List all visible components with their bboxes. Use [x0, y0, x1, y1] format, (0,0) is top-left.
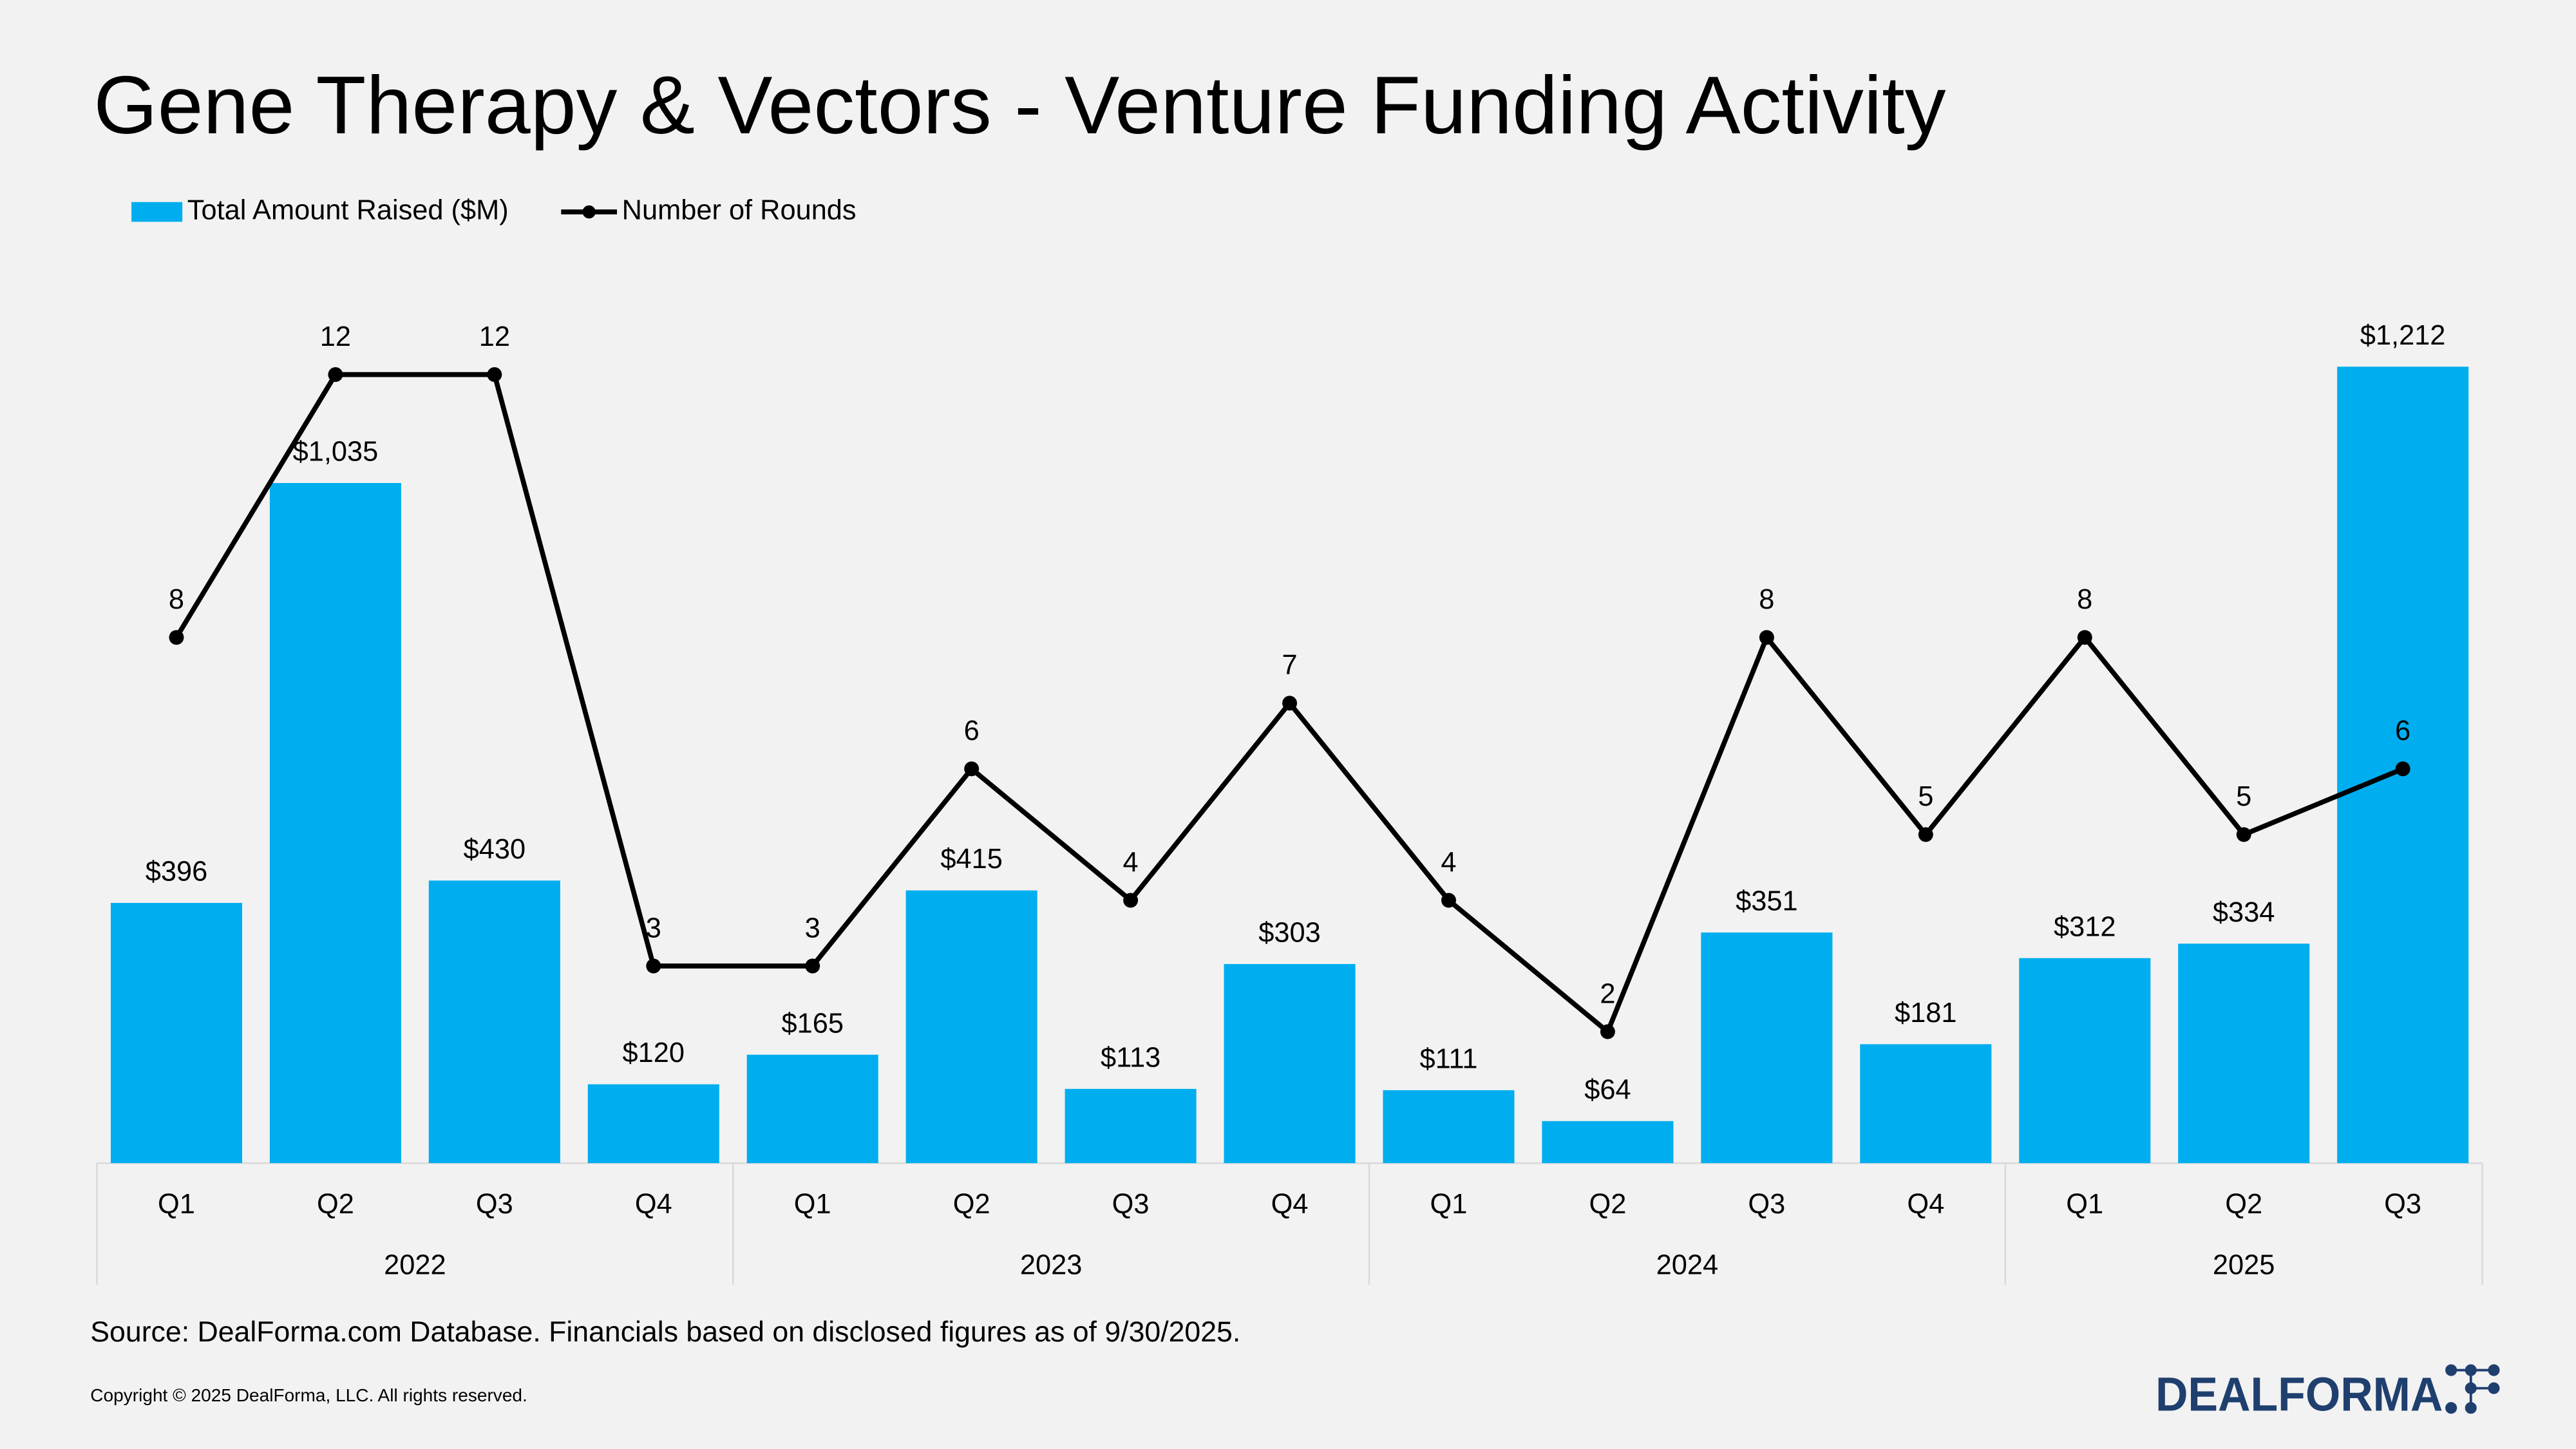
bar — [1224, 963, 1356, 1164]
line-point — [1600, 1024, 1615, 1039]
bar-value-label: $351 — [1736, 886, 1797, 916]
line-point — [1282, 696, 1298, 711]
bar — [1701, 932, 1833, 1164]
bar — [1542, 1121, 1674, 1164]
line-value-label: 8 — [1759, 584, 1774, 615]
line-value-label: 4 — [1123, 847, 1139, 878]
bar-value-label: $181 — [1895, 998, 1956, 1028]
line-point — [2395, 761, 2410, 777]
x-tick-label: Q1 — [2066, 1189, 2103, 1220]
line-value-label: 12 — [320, 321, 351, 352]
line-value-label: 2 — [1600, 978, 1615, 1009]
line-value-label: 3 — [805, 913, 820, 943]
x-tick-label: Q4 — [1271, 1189, 1309, 1220]
x-group-label: 2024 — [1656, 1249, 1718, 1280]
line-value-label: 5 — [1918, 781, 1933, 812]
x-tick-label: Q3 — [476, 1189, 513, 1220]
bar-value-label: $165 — [782, 1008, 844, 1039]
x-group-label: 2022 — [384, 1249, 446, 1280]
legend-swatch — [131, 202, 183, 222]
x-tick-label: Q1 — [794, 1189, 831, 1220]
line-value-label: 4 — [1441, 847, 1456, 878]
logo: DEALFORMA — [2155, 1367, 2443, 1421]
legend-label: Total Amount Raised ($M) — [187, 195, 509, 226]
bar — [1383, 1090, 1515, 1164]
bar — [905, 890, 1037, 1164]
line-point — [964, 761, 980, 777]
bar-value-label: $113 — [1101, 1042, 1160, 1073]
x-tick-label: Q1 — [1430, 1189, 1468, 1220]
bar — [428, 880, 560, 1164]
line-point — [2236, 827, 2251, 842]
bar-value-label: $120 — [623, 1037, 685, 1068]
x-tick-label: Q2 — [1589, 1189, 1627, 1220]
x-tick-label: Q3 — [1748, 1189, 1785, 1220]
x-group-label: 2023 — [1020, 1249, 1082, 1280]
line-point — [2077, 630, 2092, 645]
line-point — [1123, 893, 1139, 908]
line-point — [328, 367, 343, 383]
bar-value-label: $334 — [2213, 897, 2275, 928]
line-point — [1759, 630, 1774, 645]
legend-swatch — [582, 205, 596, 219]
bar — [110, 903, 243, 1164]
bar-value-label: $430 — [464, 834, 526, 865]
x-tick-label: Q3 — [2384, 1189, 2421, 1220]
bar-value-label: $415 — [940, 844, 1002, 875]
line-value-label: 8 — [169, 584, 184, 615]
bar — [2019, 958, 2151, 1164]
x-tick-label: Q3 — [1112, 1189, 1150, 1220]
chart-title: Gene Therapy & Vectors - Venture Funding… — [93, 60, 1946, 151]
line-point — [487, 367, 502, 383]
x-tick-label: Q2 — [317, 1189, 354, 1220]
line-value-label: 7 — [1282, 650, 1297, 681]
bar-value-label: $1,212 — [2360, 320, 2446, 351]
line-point — [1441, 893, 1456, 908]
x-tick-label: Q1 — [158, 1189, 195, 1220]
bar — [269, 483, 401, 1164]
bar-value-label: $303 — [1258, 917, 1320, 948]
line-value-label: 3 — [646, 913, 661, 943]
x-tick-label: Q2 — [953, 1189, 990, 1220]
copyright: Copyright © 2025 DealForma, LLC. All rig… — [90, 1385, 527, 1405]
bar-value-label: $64 — [1584, 1074, 1631, 1105]
x-tick-label: Q4 — [1907, 1189, 1944, 1220]
bar — [587, 1084, 719, 1164]
bar — [2178, 943, 2310, 1164]
bar-value-label: $1,035 — [293, 437, 379, 468]
line-point — [169, 630, 184, 645]
line-value-label: 6 — [2395, 715, 2410, 746]
bar — [1860, 1044, 1992, 1164]
bar-value-label: $111 — [1419, 1043, 1477, 1074]
line-value-label: 8 — [2077, 584, 2092, 615]
line-point — [1918, 827, 1933, 842]
line-point — [805, 958, 820, 974]
bar — [1065, 1088, 1197, 1164]
bar — [746, 1054, 878, 1164]
logo-icon — [2445, 1364, 2500, 1414]
line-value-label: 5 — [2236, 781, 2251, 812]
x-tick-label: Q4 — [635, 1189, 672, 1220]
x-tick-label: Q2 — [2225, 1189, 2262, 1220]
bar-value-label: $312 — [2054, 911, 2116, 942]
x-group-label: 2025 — [2213, 1249, 2275, 1280]
legend-label: Number of Rounds — [622, 195, 857, 226]
bar-value-label: $396 — [146, 857, 207, 887]
line-value-label: 6 — [964, 715, 980, 746]
source-note: Source: DealForma.com Database. Financia… — [90, 1316, 1240, 1348]
line-point — [646, 958, 661, 974]
line-value-label: 12 — [479, 321, 510, 352]
